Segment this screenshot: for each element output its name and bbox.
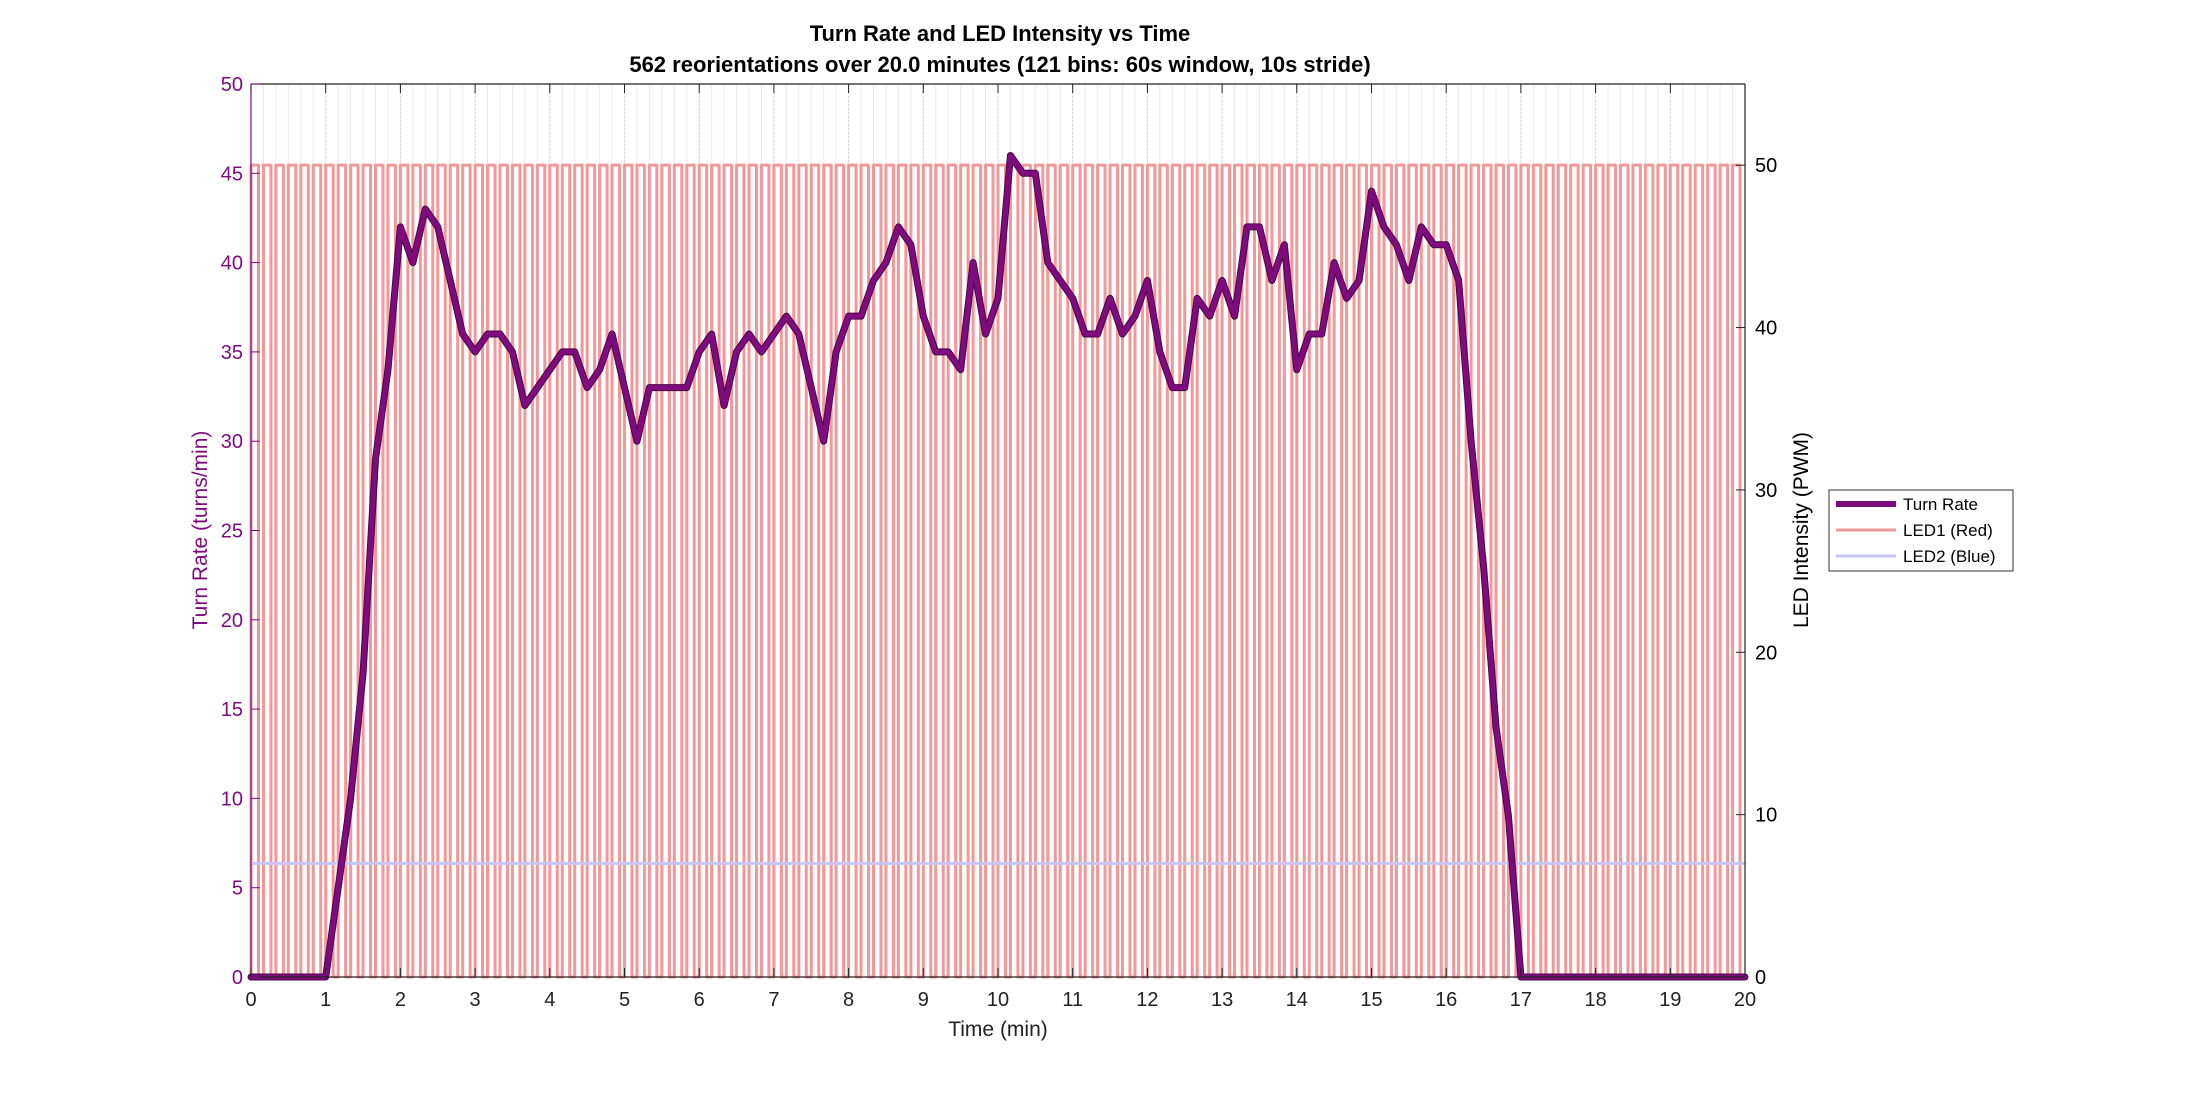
x-tick-label: 18 — [1584, 989, 1606, 1011]
y-right-tick-label: 20 — [1755, 642, 1777, 664]
turn-rate-series-line — [248, 152, 1748, 980]
x-tick-label: 6 — [694, 989, 705, 1011]
chart-subtitle: 562 reorientations over 20.0 minutes (12… — [629, 52, 1370, 77]
y-left-tick-label: 50 — [221, 74, 243, 96]
turn-rate-layer — [247, 151, 1749, 981]
x-tick-label: 12 — [1136, 989, 1158, 1011]
y-left-tick-label: 0 — [232, 967, 243, 989]
x-tick-label: 19 — [1659, 989, 1681, 1011]
y-left-tick-label: 5 — [232, 878, 243, 900]
x-axis-label: Time (min) — [948, 1018, 1048, 1041]
x-tick-label: 11 — [1062, 989, 1083, 1011]
x-tick-label: 7 — [768, 989, 779, 1011]
legend: Turn Rate LED1 (Red) LED2 (Blue) — [1828, 489, 2014, 572]
legend-label-led1: LED1 (Red) — [1903, 521, 1993, 540]
x-tick-label: 15 — [1360, 989, 1382, 1011]
y-right-tick-label: 30 — [1755, 480, 1777, 502]
x-tick-label: 17 — [1510, 989, 1532, 1011]
y-right-tick-label: 50 — [1755, 155, 1777, 177]
x-tick-label: 13 — [1211, 989, 1233, 1011]
y-left-tick-label: 45 — [221, 163, 243, 185]
legend-label-led2: LED2 (Blue) — [1903, 547, 1996, 566]
y-right-tick-label: 40 — [1755, 318, 1777, 340]
x-tick-label: 1 — [320, 989, 331, 1011]
x-tick-label: 8 — [843, 989, 854, 1011]
y-left-tick-label: 10 — [221, 788, 243, 810]
x-tick-label: 20 — [1734, 989, 1756, 1011]
y-left-tick-label: 25 — [221, 521, 243, 543]
x-tick-label: 9 — [918, 989, 929, 1011]
x-tick-label: 4 — [544, 989, 555, 1011]
y-left-tick-label: 40 — [221, 253, 243, 275]
y-right-tick-label: 0 — [1755, 967, 1766, 989]
x-tick-label: 5 — [619, 989, 630, 1011]
x-tick-label: 14 — [1286, 989, 1308, 1011]
x-tick-label: 2 — [395, 989, 406, 1011]
axes-layer: 0 1 2 3 4 5 6 7 8 9 10 11 12 13 14 15 16 17 18 19 2005101520… — [221, 74, 1778, 1011]
x-tick-label: 3 — [470, 989, 481, 1011]
x-tick-label: 0 — [245, 989, 256, 1011]
x-tick-label: 16 — [1435, 989, 1457, 1011]
legend-label-turn-rate: Turn Rate — [1903, 495, 1978, 514]
y-left-tick-label: 20 — [221, 610, 243, 632]
x-tick-label: 10 — [987, 989, 1009, 1011]
y-left-tick-label: 35 — [221, 342, 243, 364]
chart-title: Turn Rate and LED Intensity vs Time — [810, 21, 1191, 46]
y-axis-right-label: LED Intensity (PWM) — [1790, 432, 1813, 628]
y-right-tick-label: 10 — [1755, 805, 1777, 827]
y-left-tick-label: 15 — [221, 699, 243, 721]
y-axis-left-label: Turn Rate (turns/min) — [189, 431, 212, 630]
y-left-tick-label: 30 — [221, 431, 243, 453]
